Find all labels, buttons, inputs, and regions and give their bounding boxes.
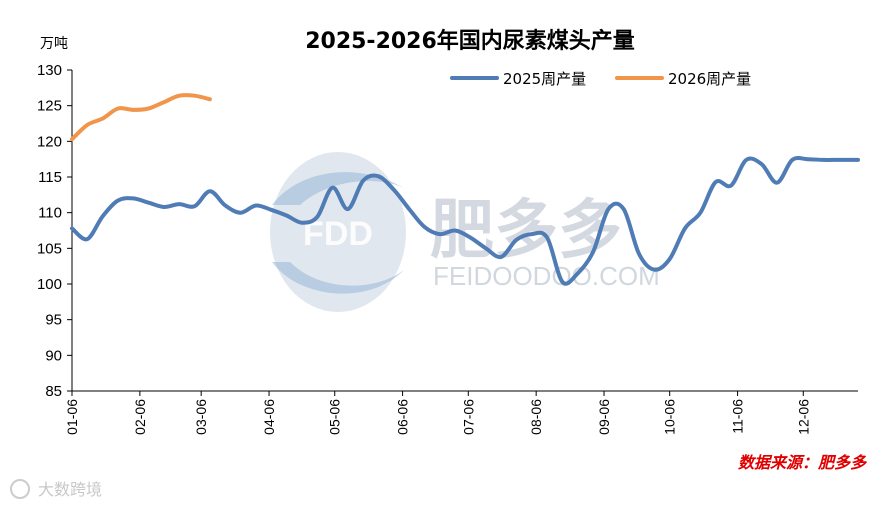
x-tick-label: 11-06: [730, 399, 746, 434]
y-tick-label: 120: [37, 133, 62, 150]
legend-label-2025: 2025周产量: [503, 70, 586, 88]
y-axis-unit-label: 万吨: [40, 36, 68, 52]
corner-watermark-text: 大数跨境: [38, 480, 102, 499]
legend-label-2026: 2026周产量: [668, 70, 751, 88]
chart-title: 2025-2026年国内尿素煤头产量: [305, 28, 635, 54]
x-tick-label: 09-06: [596, 399, 612, 435]
y-tick-label: 90: [45, 347, 62, 364]
x-tick-label: 12-06: [795, 399, 811, 435]
y-tick-label: 95: [45, 312, 62, 329]
y-tick-label: 105: [37, 240, 62, 257]
series-lines: [70, 93, 860, 286]
watermark: FDD 肥多多 FEIDOODOO.COM: [270, 152, 660, 312]
x-tick-label: 01-06: [64, 399, 80, 435]
corner-watermark: 大数跨境: [10, 479, 102, 499]
series-line-2026周产量: [70, 93, 212, 142]
y-axis-ticks: 85 90 95 100 105 110 115 120 125 130: [37, 62, 72, 400]
watermark-logo-wave-bottom: [272, 262, 404, 294]
x-tick-label: 07-06: [460, 399, 476, 435]
corner-logo-icon: [10, 479, 30, 499]
series-line-2025周产量: [70, 155, 860, 286]
x-tick-label: 02-06: [132, 399, 148, 435]
watermark-brand-url: FEIDOODOO.COM: [433, 261, 660, 291]
legend: 2025周产量 2026周产量: [450, 70, 751, 88]
x-tick-label: 04-06: [261, 399, 277, 435]
x-tick-label: 05-06: [327, 399, 343, 435]
x-tick-label: 08-06: [528, 399, 544, 435]
x-tick-label: 03-06: [193, 399, 209, 435]
x-tick-label: 06-06: [395, 399, 411, 435]
y-tick-label: 130: [37, 62, 62, 79]
y-tick-label: 125: [37, 98, 62, 115]
watermark-logo-wave-top: [272, 172, 404, 205]
x-tick-label: 10-06: [662, 399, 678, 435]
y-tick-label: 110: [38, 205, 62, 222]
data-source-note: 数据来源：肥多多: [738, 453, 868, 472]
y-tick-label: 115: [38, 169, 62, 186]
x-axis-ticks: 01-06 02-06 03-06 04-06 05-06 06-06 07-06 08-06…: [64, 391, 811, 435]
y-tick-label: 85: [45, 383, 62, 400]
y-tick-label: 100: [37, 276, 62, 293]
